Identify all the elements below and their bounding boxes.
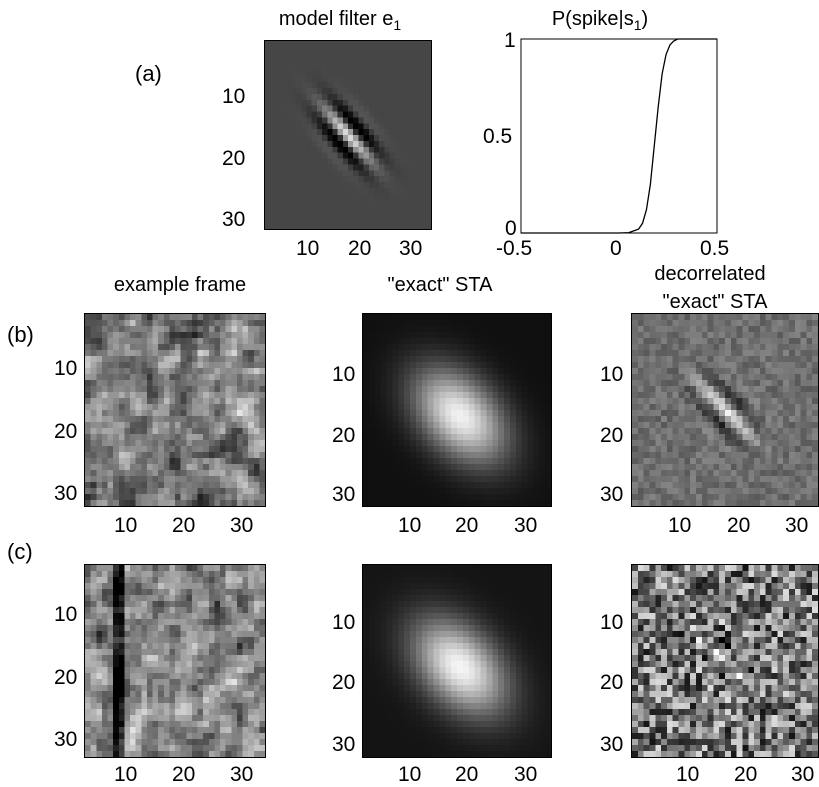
model-filter-image <box>264 40 432 230</box>
b3-ytick-20: 20 <box>600 424 624 447</box>
b3-xtick-30: 30 <box>785 514 809 537</box>
b2-ytick-20: 20 <box>332 424 356 447</box>
exact-sta-b-image <box>362 313 552 507</box>
c3-xtick-20: 20 <box>734 763 758 786</box>
model-filter-title-text: model filter e <box>278 8 394 30</box>
pspike-ytick-05: 0.5 <box>483 125 513 148</box>
decorrelated-sta-c-canvas <box>632 565 818 757</box>
c1-ytick-20: 20 <box>54 666 78 689</box>
row-label-a: (a) <box>135 61 162 86</box>
b1-ytick-10: 10 <box>54 357 78 380</box>
pspike-xtick-neg05: -0.5 <box>496 237 533 260</box>
decorrelated-title-line1: decorrelated <box>654 263 766 285</box>
c2-xtick-30: 30 <box>514 763 538 786</box>
pspike-xtick-0: 0 <box>610 237 622 260</box>
c1-xtick-30: 30 <box>230 763 254 786</box>
row-label-b: (b) <box>7 322 34 347</box>
model-filter-ytick-10: 10 <box>222 85 246 108</box>
b1-xtick-30: 30 <box>230 514 254 537</box>
example-frame-b-image <box>84 313 266 507</box>
b1-xtick-20: 20 <box>172 514 196 537</box>
c1-ytick-30: 30 <box>54 728 78 751</box>
decorrelated-title-line2: "exact" STA <box>662 291 768 313</box>
pspike-title: P(spike|s1) <box>510 8 690 36</box>
b1-ytick-20: 20 <box>54 420 78 443</box>
c2-ytick-10: 10 <box>332 611 356 634</box>
pspike-ytick-0: 0 <box>505 217 517 240</box>
exact-sta-c-canvas <box>363 565 551 757</box>
b3-xtick-10: 10 <box>668 514 692 537</box>
example-frame-b-canvas <box>85 314 265 506</box>
decorrelated-sta-b-image <box>631 313 819 507</box>
pspike-axes-frame <box>520 38 718 234</box>
b1-xtick-10: 10 <box>114 514 138 537</box>
exact-sta-c-image <box>362 564 552 758</box>
model-filter-ytick-30: 30 <box>222 208 246 231</box>
b3-ytick-10: 10 <box>600 363 624 386</box>
exact-sta-title: "exact" STA <box>387 274 493 296</box>
c1-xtick-20: 20 <box>172 763 196 786</box>
b2-ytick-30: 30 <box>332 483 356 506</box>
model-filter-ytick-20: 20 <box>222 147 246 170</box>
b3-ytick-30: 30 <box>600 483 624 506</box>
b3-xtick-20: 20 <box>727 514 751 537</box>
model-filter-title-sub: 1 <box>393 17 402 33</box>
pspike-title-sub: 1 <box>633 17 642 33</box>
pspike-ytick-1: 1 <box>504 29 516 52</box>
c1-ytick-10: 10 <box>54 603 78 626</box>
exact-sta-b-canvas <box>363 314 551 506</box>
b2-xtick-30: 30 <box>514 514 538 537</box>
c3-ytick-10: 10 <box>600 611 624 634</box>
c3-xtick-10: 10 <box>676 763 700 786</box>
model-filter-xtick-10: 10 <box>296 237 320 260</box>
c2-ytick-30: 30 <box>332 733 356 756</box>
c3-ytick-20: 20 <box>600 671 624 694</box>
decorrelated-sta-b-canvas <box>632 314 818 506</box>
c2-xtick-10: 10 <box>398 763 422 786</box>
c1-xtick-10: 10 <box>114 763 138 786</box>
b2-ytick-10: 10 <box>332 363 356 386</box>
model-filter-xtick-30: 30 <box>399 237 423 260</box>
pspike-xtick-05: 0.5 <box>700 237 730 260</box>
example-frame-title: example frame <box>113 274 247 296</box>
model-filter-xtick-20: 20 <box>348 237 372 260</box>
row-label-c: (c) <box>7 539 33 564</box>
c2-xtick-20: 20 <box>455 763 479 786</box>
pspike-title-text: P(spike|s <box>551 8 634 30</box>
b2-xtick-10: 10 <box>398 514 422 537</box>
c2-ytick-20: 20 <box>332 671 356 694</box>
c3-xtick-30: 30 <box>791 763 815 786</box>
pspike-series-line-0 <box>521 38 717 234</box>
decorrelated-sta-c-image <box>631 564 819 758</box>
example-frame-c-image <box>84 564 266 758</box>
b1-ytick-30: 30 <box>54 482 78 505</box>
c3-ytick-30: 30 <box>600 733 624 756</box>
model-filter-canvas <box>265 41 431 229</box>
pspike-chart <box>520 38 718 234</box>
b2-xtick-20: 20 <box>455 514 479 537</box>
example-frame-c-canvas <box>85 565 265 757</box>
model-filter-title: model filter e1 <box>240 8 440 36</box>
pspike-title-close: ) <box>641 8 649 30</box>
